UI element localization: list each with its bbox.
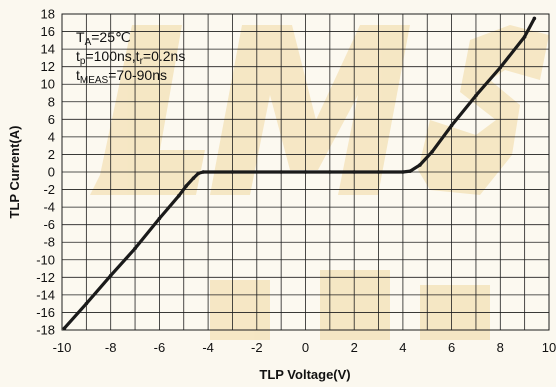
data-point [401, 170, 405, 174]
x-tick-label: 10 [542, 340, 556, 355]
data-point [303, 170, 308, 174]
y-axis-title: TLP Current(A) [7, 126, 22, 219]
y-tick-label: -18 [36, 323, 55, 338]
data-point [328, 170, 332, 174]
y-tick-label: 12 [41, 59, 55, 74]
y-tick-label: 8 [48, 94, 55, 109]
data-point [177, 193, 181, 198]
plot-frame [61, 13, 550, 331]
y-tick-label: 2 [48, 147, 55, 162]
x-tick-label: -6 [154, 340, 166, 355]
series-group [62, 16, 537, 331]
y-tick-label: 10 [41, 77, 55, 92]
data-point [184, 184, 188, 188]
data-point [201, 170, 206, 174]
data-point [418, 163, 422, 167]
data-point [352, 170, 357, 174]
x-axis-title: TLP Voltage(V) [259, 367, 350, 382]
x-tick-label: 8 [497, 340, 504, 355]
data-point [133, 246, 137, 251]
y-tick-label: -8 [43, 235, 55, 250]
y-tick-label: -2 [43, 182, 55, 197]
y-axis-ticks: 18 16 14 12 10 8 6 4 2 0 -2 -4 -6 -8 -10 -12 -14 -16 -18 [36, 7, 55, 338]
data-point [430, 150, 434, 154]
x-tick-label: 6 [448, 340, 455, 355]
y-tick-label: -12 [36, 270, 55, 285]
data-point [62, 326, 67, 331]
y-tick-label: -16 [36, 305, 55, 320]
data-point [108, 273, 113, 278]
y-tick-label: 14 [41, 42, 55, 57]
data-point [230, 170, 235, 174]
x-tick-label: 2 [351, 340, 358, 355]
x-tick-label: 0 [302, 340, 309, 355]
x-tick-label: -2 [251, 340, 263, 355]
y-tick-label: 18 [41, 7, 55, 22]
data-point [279, 170, 283, 174]
x-tick-label: -4 [202, 340, 214, 355]
y-tick-label: 0 [48, 165, 55, 180]
annotation-temperature: TA=25℃ [76, 29, 131, 48]
y-tick-label: -10 [36, 252, 55, 267]
data-point [191, 176, 196, 180]
data-point [474, 93, 478, 98]
y-tick-label: 4 [48, 129, 55, 144]
data-point [376, 170, 381, 174]
x-tick-label: -8 [105, 340, 117, 355]
x-tick-label: -10 [53, 340, 72, 355]
y-tick-label: 6 [48, 112, 55, 127]
x-axis-ticks: -10 -8 -6 -4 -2 0 2 4 6 8 10 [53, 340, 556, 355]
x-tick-label: 4 [399, 340, 406, 355]
y-tick-label: 16 [41, 24, 55, 39]
data-point [522, 35, 527, 39]
data-point [498, 65, 503, 70]
y-tick-label: -4 [43, 200, 55, 215]
annotation-measure: tMEAS=70-90ns [76, 67, 167, 86]
annotation-pulse: tp=100ns,tr=0.2ns [76, 48, 185, 67]
data-point [196, 171, 201, 176]
data-point [408, 169, 413, 173]
y-tick-label: -14 [36, 287, 55, 302]
data-point [449, 123, 454, 128]
y-tick-label: -6 [43, 217, 55, 232]
data-point [157, 216, 162, 221]
data-point [84, 301, 89, 306]
data-point [532, 16, 537, 21]
